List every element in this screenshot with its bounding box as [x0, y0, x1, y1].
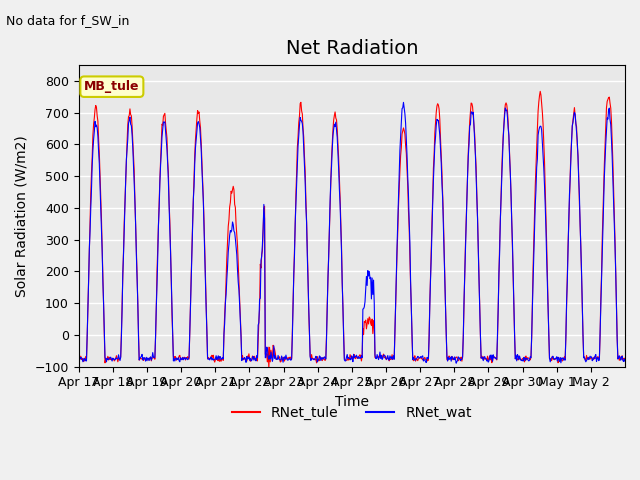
- RNet_tule: [440, 214, 447, 219]
- RNet_wat: [266, 356, 274, 361]
- RNet_wat: [239, 356, 247, 361]
- Text: No data for f_SW_in: No data for f_SW_in: [6, 14, 130, 27]
- RNet_wat: [139, 357, 147, 363]
- RNet_wat: [440, 223, 447, 229]
- X-axis label: Time: Time: [335, 395, 369, 409]
- Legend: RNet_tule, RNet_wat: RNet_tule, RNet_wat: [227, 401, 477, 426]
- RNet_wat: [287, 358, 295, 363]
- Line: RNet_wat: RNet_wat: [79, 102, 625, 363]
- RNet_tule: [288, 357, 296, 362]
- RNet_tule: [536, 88, 544, 94]
- RNet_wat: [409, 357, 417, 362]
- RNet_wat: [399, 99, 407, 105]
- RNet_tule: [267, 348, 275, 353]
- RNet_tule: [409, 355, 417, 361]
- RNet_tule: [265, 366, 273, 372]
- RNet_wat: [75, 356, 83, 362]
- RNet_tule: [239, 357, 247, 363]
- RNet_tule: [139, 355, 147, 360]
- Y-axis label: Solar Radiation (W/m2): Solar Radiation (W/m2): [15, 135, 29, 297]
- RNet_tule: [75, 355, 83, 361]
- RNet_wat: [452, 360, 460, 366]
- RNet_wat: [621, 359, 629, 364]
- Text: MB_tule: MB_tule: [84, 80, 140, 93]
- Title: Net Radiation: Net Radiation: [285, 39, 418, 58]
- Line: RNet_tule: RNet_tule: [79, 91, 625, 369]
- RNet_tule: [621, 357, 629, 362]
